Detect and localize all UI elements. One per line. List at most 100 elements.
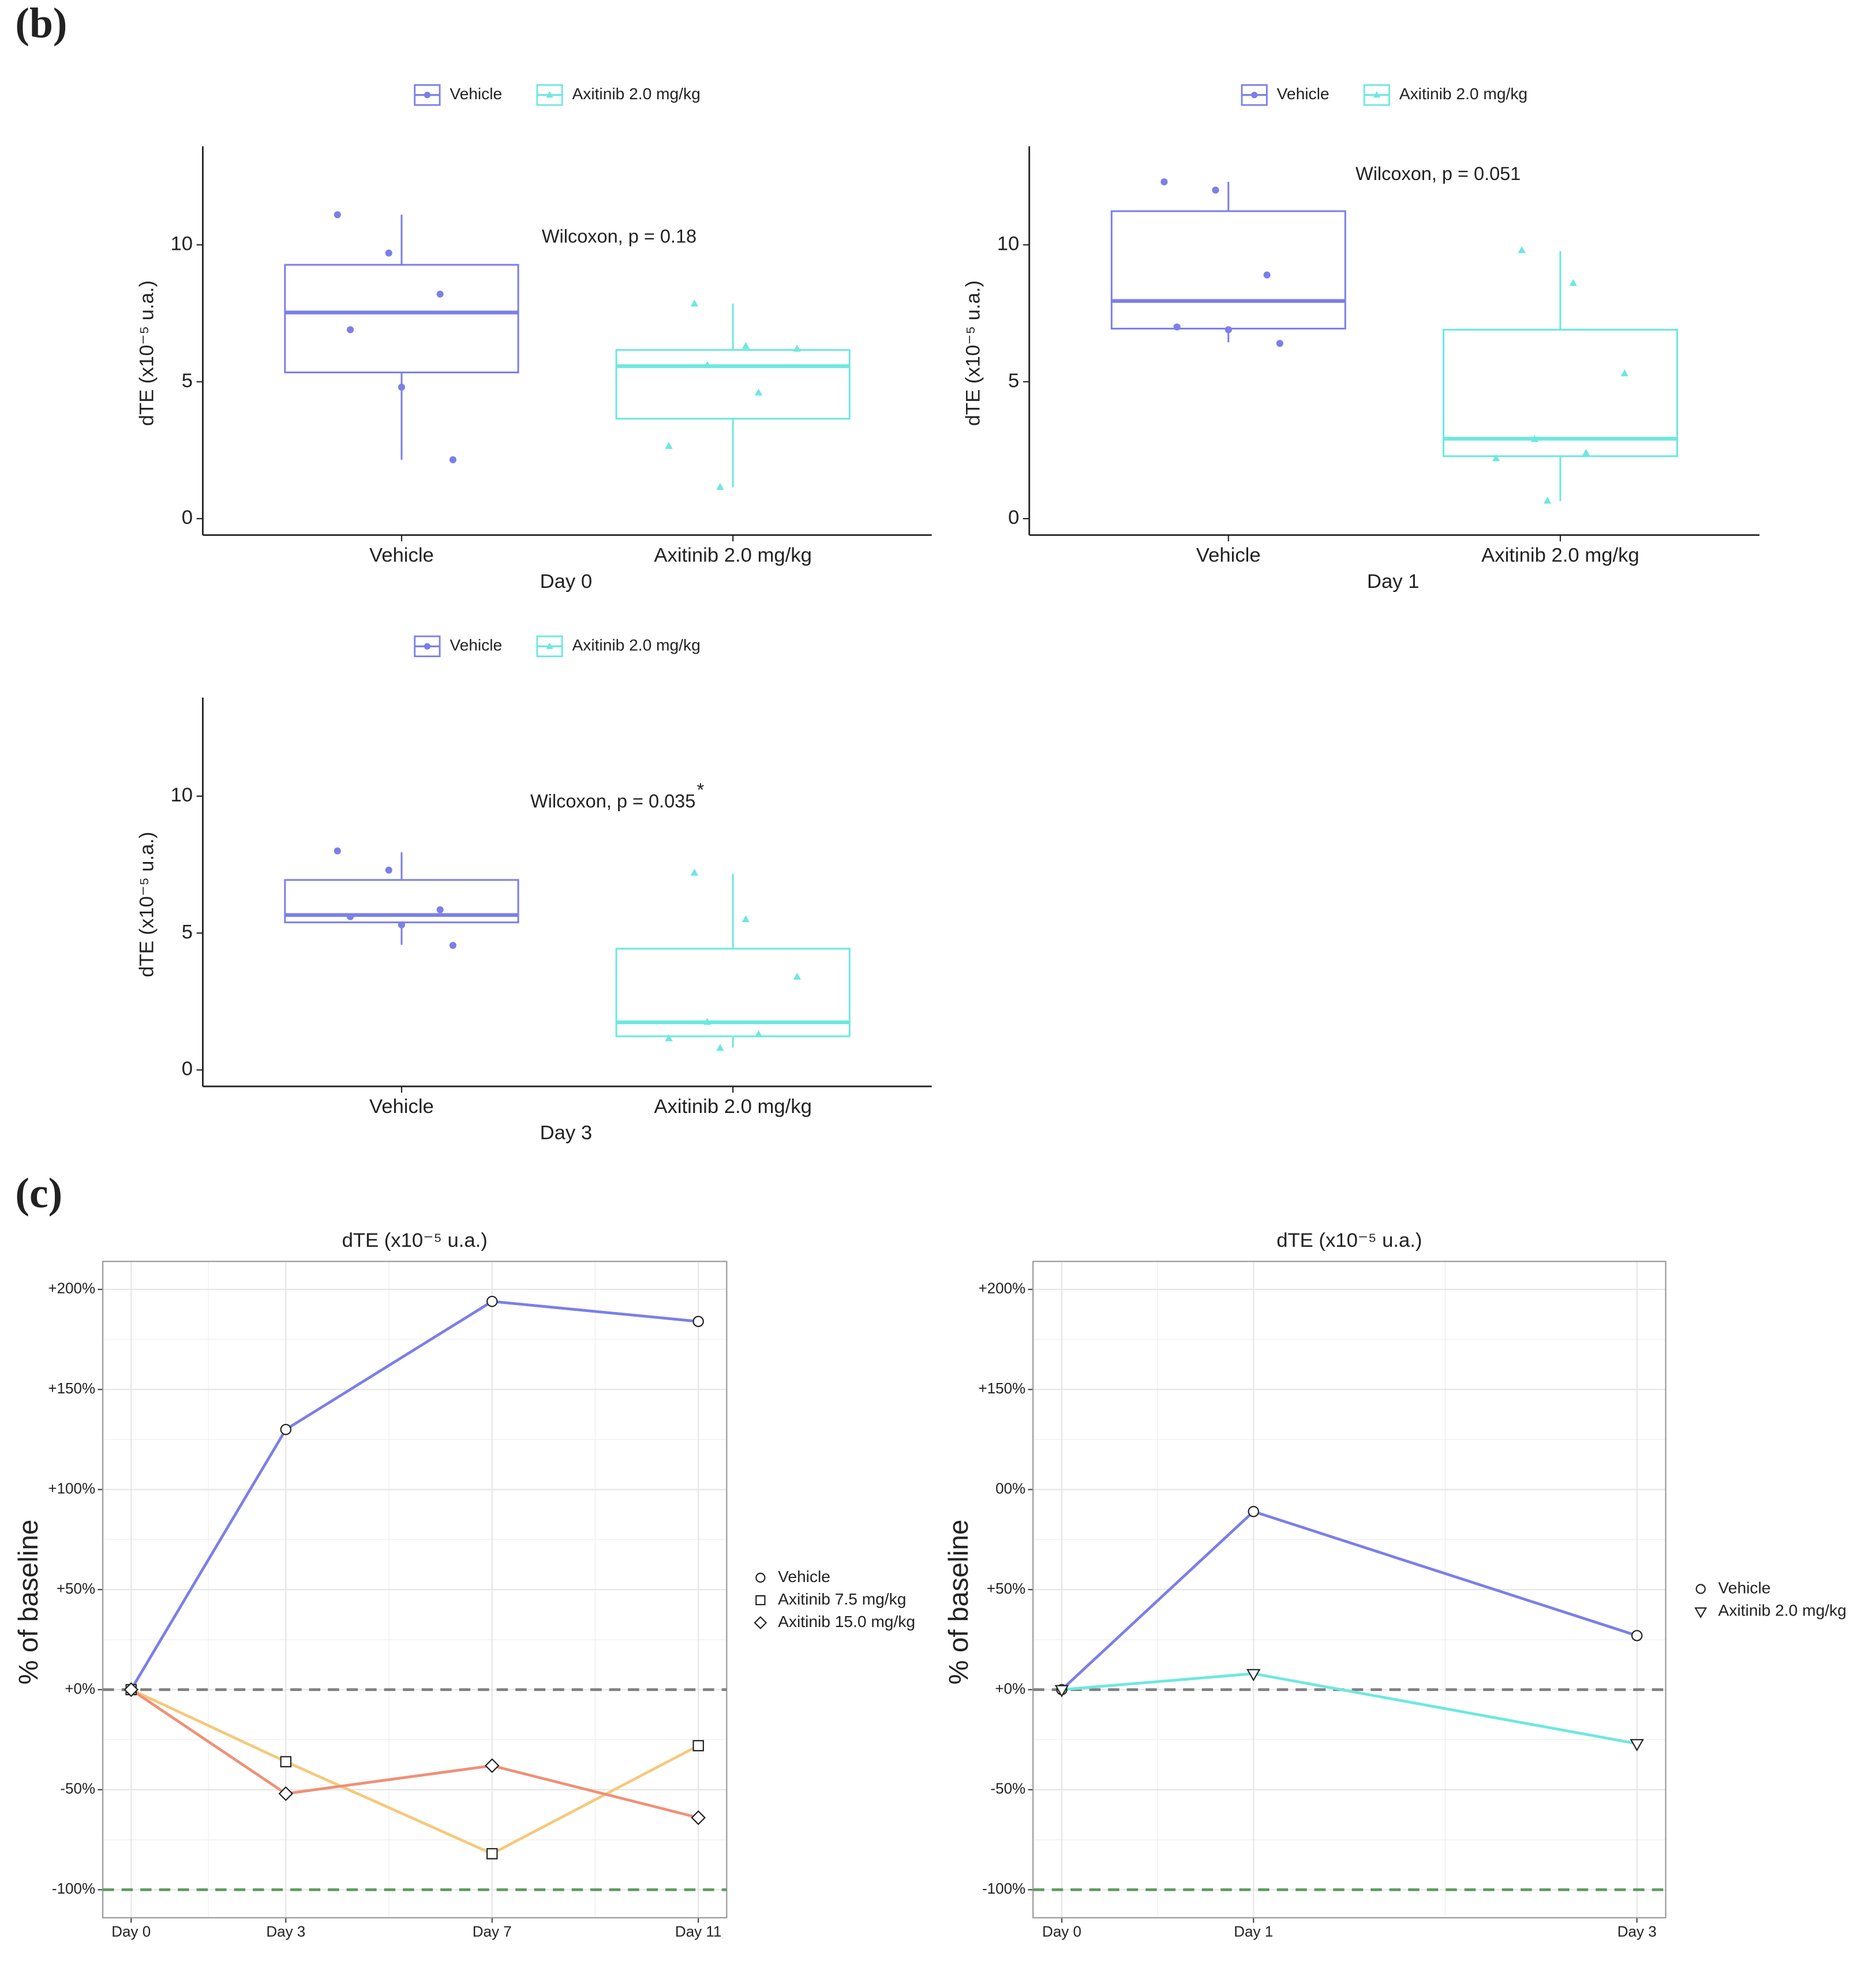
legend-key xyxy=(424,643,431,650)
data-point xyxy=(793,344,801,352)
x-tick-label: Vehicle xyxy=(369,544,434,566)
x-tick-label: Vehicle xyxy=(369,1096,434,1118)
data-point xyxy=(742,342,750,349)
data-point xyxy=(385,249,392,257)
plot-border xyxy=(102,1261,728,1918)
data-point xyxy=(691,1810,706,1826)
panel-label: (c) xyxy=(15,1170,62,1217)
data-point xyxy=(484,1758,500,1774)
y-tick-label: +50% xyxy=(57,1580,95,1597)
box xyxy=(284,264,519,374)
legend-label: Axitinib 15.0 mg/kg xyxy=(778,1613,915,1631)
x-axis-label: Day 1 xyxy=(1367,571,1420,593)
box xyxy=(1110,210,1346,330)
data-point xyxy=(690,299,699,307)
data-line xyxy=(1061,1510,1638,1691)
data-point xyxy=(1173,323,1181,331)
data-point xyxy=(1160,178,1168,186)
y-axis-label: % of baseline xyxy=(13,1520,44,1685)
y-tick-label: -100% xyxy=(982,1880,1025,1897)
data-point xyxy=(278,1786,294,1801)
data-point xyxy=(754,1030,763,1037)
data-point xyxy=(716,1044,724,1051)
data-point xyxy=(692,1315,704,1328)
legend-label: Axitinib 7.5 mg/kg xyxy=(778,1590,906,1608)
data-point xyxy=(1492,454,1500,462)
data-point xyxy=(1544,496,1552,504)
x-axis-label: Day 3 xyxy=(540,1122,593,1144)
y-axis-label: dTE (x10⁻⁵ u.a.) xyxy=(136,832,158,977)
data-point xyxy=(334,211,341,219)
data-line xyxy=(1061,1672,1638,1745)
data-point xyxy=(703,361,712,369)
data-line xyxy=(130,1300,699,1691)
legend-key xyxy=(546,642,553,649)
data-point xyxy=(1630,1739,1644,1752)
panel-label: (b) xyxy=(15,0,67,47)
data-point xyxy=(692,1740,704,1752)
data-point xyxy=(385,866,392,874)
data-point xyxy=(665,1034,673,1041)
annotation: Wilcoxon, p = 0.035 xyxy=(530,791,695,812)
data-point xyxy=(1246,1669,1261,1682)
y-axis-label: dTE (x10⁻⁵ u.a.) xyxy=(136,280,158,426)
data-point xyxy=(1518,246,1526,253)
x-tick-label: Day 0 xyxy=(1042,1923,1081,1940)
y-tick-label: -100% xyxy=(52,1880,95,1897)
data-point xyxy=(398,921,406,929)
y-tick-label: 0 xyxy=(182,507,193,529)
data-point xyxy=(754,388,763,396)
x-tick-label: Vehicle xyxy=(1196,544,1261,566)
chart-title: dTE (x10⁻⁵ u.a.) xyxy=(1276,1230,1422,1251)
legend-label: Axitinib 2.0 mg/kg xyxy=(1718,1601,1847,1619)
data-point xyxy=(1276,340,1283,347)
data-point xyxy=(716,483,724,490)
y-tick-label: 0 xyxy=(182,1058,193,1080)
y-axis-label: dTE (x10⁻⁵ u.a.) xyxy=(962,280,984,426)
y-tick-label: -50% xyxy=(60,1780,95,1797)
legend-key xyxy=(755,1595,766,1606)
legend-label: Vehicle xyxy=(450,636,502,654)
x-tick-label: Axitinib 2.0 mg/kg xyxy=(654,544,812,566)
y-tick-label: +100% xyxy=(48,1480,95,1497)
y-tick-label: 5 xyxy=(182,921,193,943)
y-tick-label: +0% xyxy=(65,1680,95,1697)
annotation: Wilcoxon, p = 0.051 xyxy=(1355,163,1521,184)
x-tick-label: Day 11 xyxy=(675,1923,721,1940)
data-point xyxy=(1582,448,1590,456)
legend-label: Axitinib 2.0 mg/kg xyxy=(572,636,701,654)
data-point xyxy=(486,1295,498,1307)
annotation: Wilcoxon, p = 0.18 xyxy=(542,226,697,246)
x-tick-label: Day 0 xyxy=(111,1923,151,1940)
data-point xyxy=(1054,1685,1069,1697)
data-point xyxy=(123,1682,139,1697)
box xyxy=(1442,328,1678,458)
legend-key xyxy=(754,1616,767,1629)
legend-key xyxy=(424,92,431,99)
x-tick-label: Day 7 xyxy=(473,1923,512,1940)
y-tick-label: +150% xyxy=(48,1380,95,1397)
legend-label: Vehicle xyxy=(778,1568,830,1586)
y-tick-label: +50% xyxy=(987,1580,1025,1597)
data-point xyxy=(334,847,341,854)
legend-label: Axitinib 2.0 mg/kg xyxy=(572,85,701,103)
data-point xyxy=(703,1018,712,1025)
data-point xyxy=(280,1423,292,1435)
y-tick-label: +150% xyxy=(978,1380,1025,1397)
y-tick-label: 00% xyxy=(995,1480,1025,1497)
box xyxy=(615,349,851,420)
chart-title: dTE (x10⁻⁵ u.a.) xyxy=(342,1230,488,1251)
legend-key xyxy=(1373,91,1381,98)
y-axis-label: % of baseline xyxy=(943,1520,974,1685)
data-point xyxy=(436,290,444,298)
y-tick-label: 10 xyxy=(171,233,193,255)
data-point xyxy=(742,915,750,923)
data-point xyxy=(665,441,673,449)
data-line xyxy=(130,1688,699,1819)
data-point xyxy=(486,1848,498,1860)
x-tick-label: Axitinib 2.0 mg/kg xyxy=(654,1096,812,1118)
data-point xyxy=(436,906,444,913)
legend-label: Vehicle xyxy=(1277,85,1330,103)
legend-key xyxy=(1694,1607,1708,1619)
